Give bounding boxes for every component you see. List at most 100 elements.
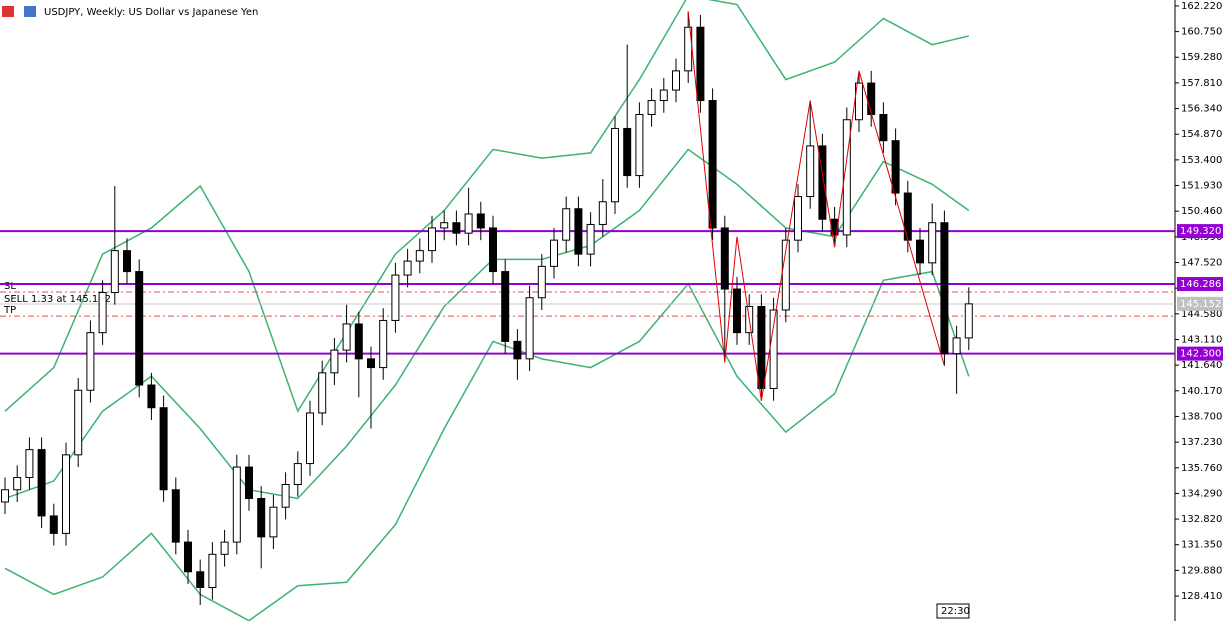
candle-body bbox=[440, 222, 449, 229]
y-tick-label: 144.580 bbox=[1181, 309, 1222, 320]
y-tick-label: 141.640 bbox=[1181, 360, 1222, 371]
candle-body bbox=[98, 292, 107, 334]
candle-body bbox=[611, 127, 619, 203]
candle-body bbox=[135, 271, 144, 386]
trade-label: SL bbox=[4, 281, 16, 292]
candle-body bbox=[623, 127, 632, 177]
candle-body bbox=[184, 541, 192, 573]
candle-body bbox=[281, 484, 290, 508]
y-tick-label: 131.350 bbox=[1181, 540, 1222, 551]
candle-body bbox=[1, 489, 9, 503]
y-tick-label: 147.520 bbox=[1181, 258, 1222, 269]
candle-body bbox=[733, 288, 741, 334]
y-tick-label: 132.820 bbox=[1181, 514, 1222, 525]
candle-body bbox=[123, 250, 131, 273]
candle-body bbox=[659, 89, 668, 102]
candle-body bbox=[964, 303, 973, 339]
candle-body bbox=[379, 319, 388, 369]
y-tick-label: 153.400 bbox=[1181, 155, 1222, 166]
candle-body bbox=[391, 274, 400, 321]
candle-body bbox=[354, 323, 363, 360]
candle-body bbox=[879, 113, 888, 142]
candle-body bbox=[537, 265, 546, 299]
candle-body bbox=[586, 223, 595, 255]
y-tick-label: 135.760 bbox=[1181, 463, 1222, 474]
candle-body bbox=[647, 100, 656, 115]
candle-body bbox=[293, 463, 302, 486]
bollinger-band bbox=[4, 270, 970, 621]
candle-body bbox=[159, 407, 168, 491]
candle-body bbox=[708, 100, 717, 229]
candle-body bbox=[916, 239, 924, 264]
icon bbox=[24, 6, 36, 17]
y-tick-label: 150.460 bbox=[1181, 206, 1222, 217]
candle-body bbox=[269, 506, 278, 538]
candle-body bbox=[855, 82, 863, 121]
candle-body bbox=[428, 227, 436, 252]
candle-body bbox=[464, 213, 473, 234]
candle-body bbox=[110, 250, 119, 294]
level-label: 146.286 bbox=[1180, 279, 1221, 290]
candle-body bbox=[891, 140, 900, 194]
y-tick-label: 138.700 bbox=[1181, 411, 1222, 422]
bollinger-band bbox=[4, 0, 969, 413]
candle-body bbox=[903, 192, 912, 241]
candle-body bbox=[245, 466, 253, 499]
candle-body bbox=[696, 26, 705, 102]
candle-body bbox=[672, 70, 680, 91]
time-label: 22:30 bbox=[941, 606, 970, 617]
candle-body bbox=[818, 145, 827, 220]
candle-body bbox=[806, 145, 815, 198]
candle-body bbox=[196, 571, 205, 588]
candle-body bbox=[720, 227, 729, 290]
candle-body bbox=[598, 201, 607, 225]
candle-body bbox=[489, 227, 497, 273]
candle-body bbox=[62, 454, 70, 534]
level-tag bbox=[1177, 224, 1223, 239]
level-label: 142.300 bbox=[1180, 349, 1221, 360]
price-tag bbox=[1177, 296, 1223, 311]
candle-body bbox=[86, 332, 95, 391]
candle-body bbox=[220, 541, 229, 555]
y-tick-label: 157.810 bbox=[1181, 78, 1222, 89]
candle-body bbox=[635, 113, 644, 177]
candle-body bbox=[74, 389, 83, 456]
level-tag bbox=[1177, 346, 1223, 361]
y-tick-label: 140.170 bbox=[1181, 386, 1222, 397]
icon bbox=[2, 6, 14, 17]
y-tick-label: 129.880 bbox=[1181, 565, 1222, 576]
candle-body bbox=[476, 213, 485, 229]
candle-body bbox=[232, 466, 241, 543]
y-tick-label: 154.870 bbox=[1181, 129, 1222, 140]
candle-body bbox=[525, 297, 534, 360]
candle-body bbox=[794, 196, 802, 241]
candle-body bbox=[25, 449, 34, 479]
candle-body bbox=[318, 372, 327, 414]
level-label: 149.320 bbox=[1180, 226, 1221, 237]
y-tick-label: 151.930 bbox=[1181, 181, 1222, 192]
candle-body bbox=[513, 340, 522, 360]
candle-body bbox=[952, 337, 961, 355]
candle-body bbox=[562, 208, 571, 241]
candle-body bbox=[928, 222, 937, 264]
zigzag bbox=[687, 11, 945, 401]
candle-body bbox=[367, 358, 375, 369]
candle-body bbox=[842, 119, 851, 236]
candle-body bbox=[147, 384, 156, 409]
candle-body bbox=[208, 553, 217, 588]
candle-body bbox=[403, 260, 412, 276]
candle-body bbox=[452, 222, 461, 234]
y-tick-label: 162.220 bbox=[1181, 1, 1222, 12]
candle-body bbox=[330, 349, 339, 374]
candle-body bbox=[769, 309, 778, 390]
candle-body bbox=[501, 271, 510, 342]
time-tag bbox=[936, 603, 970, 619]
candle-body bbox=[13, 477, 22, 491]
y-tick-label: 128.410 bbox=[1181, 591, 1222, 602]
candle-body bbox=[171, 489, 180, 543]
trade-label: TP bbox=[3, 305, 16, 316]
candle-body bbox=[37, 449, 46, 517]
y-tick-label: 143.110 bbox=[1181, 334, 1222, 345]
candle-body bbox=[940, 222, 949, 355]
